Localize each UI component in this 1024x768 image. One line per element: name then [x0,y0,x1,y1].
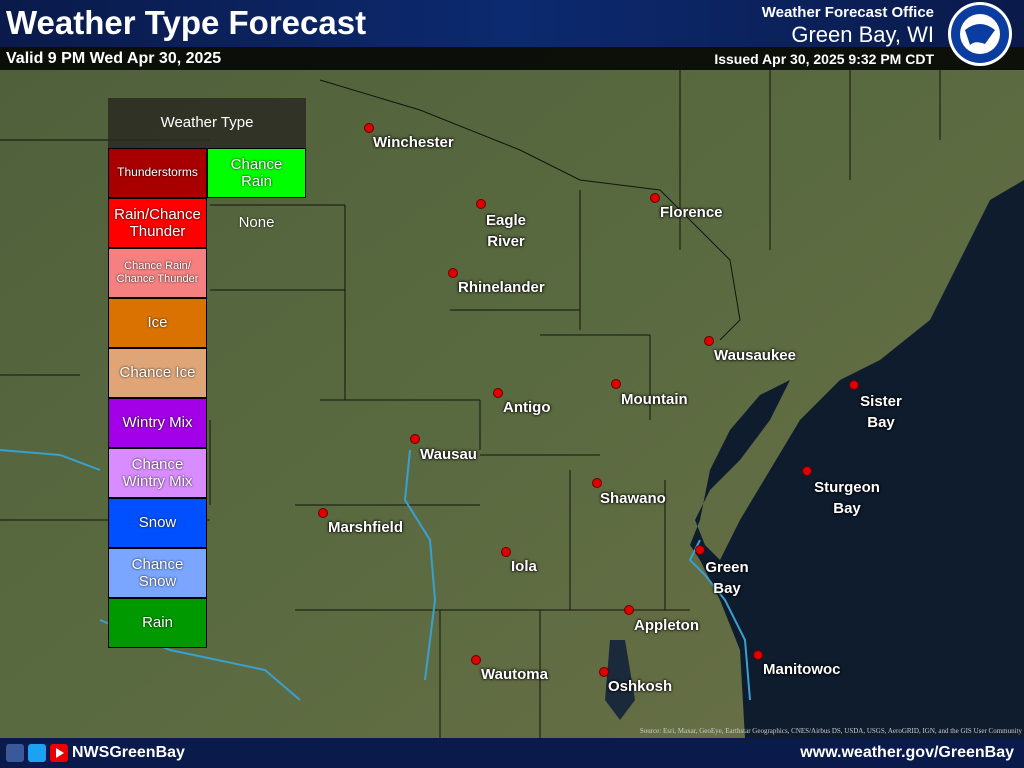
city-dot [318,508,328,518]
city-dot [501,547,511,557]
city-dot [753,650,763,660]
city-label: Marshfield [328,519,404,536]
city-label: Sister Bay [860,393,902,431]
county-lines [0,70,941,738]
lake-winnebago [605,640,635,720]
valid-time: Valid 9 PM Wed Apr 30, 2025 [6,50,222,67]
rivers [0,449,751,701]
city-dot [471,655,481,665]
website: www.weather.gov/GreenBay [800,744,1014,761]
city-dot [624,605,634,615]
city-dot [493,388,503,398]
city-label: Mountain [621,391,688,408]
city-label: Eagle River [485,212,527,250]
legend-item: Ice [108,298,207,348]
legend-item: Chance Snow [108,548,207,598]
city-label: Shawano [600,490,666,507]
office: Weather Forecast Office [761,4,934,21]
city-label: Iola [511,558,537,575]
legend-item: Rain [108,598,207,648]
city-dot [364,123,374,133]
legend-item: Rain/Chance Thunder [108,198,207,248]
city-label: Sturgeon Bay [814,479,880,517]
city-label: Winchester [373,134,454,151]
legend-item: Chance Wintry Mix [108,448,207,498]
social-icons [6,744,68,762]
lake-michigan [690,180,1024,738]
legend-item: Chance Rain/ Chance Thunder [108,248,207,298]
city-dot [410,434,420,444]
title: Weather Type Forecast [6,4,367,41]
city-dot [695,545,705,555]
legend-item: None [238,214,275,232]
city-dot [476,199,486,209]
legend-title: Weather Type [160,114,254,131]
legend-item: Snow [108,498,207,548]
city-dot [704,336,714,346]
legend-item: Chance Ice [108,348,207,398]
city-label: Antigo [503,399,551,416]
city-label: Green Bay [705,559,749,597]
city-dot [611,379,621,389]
social-handle: NWSGreenBay [72,744,185,761]
city-label: Rhinelander [458,279,545,296]
city-dot [448,268,458,278]
issued: Issued Apr 30, 2025 9:32 PM CDT [714,51,934,67]
city-label: Oshkosh [608,678,673,695]
city-label: Wausau [420,446,477,463]
city-dot [802,466,812,476]
legend-item: Thunderstorms [108,148,207,198]
nws-logo [948,2,1012,66]
city-dot [849,380,859,390]
location: Green Bay, WI [791,22,934,47]
city-label: Florence [660,204,723,221]
legend-title-bg [108,98,306,148]
city-label: Appleton [634,617,699,634]
legend-item: Chance Rain [207,148,306,198]
attribution: Source: Esri, Maxar, GeoEye, Earthstar G… [639,727,1022,735]
city-dot [599,667,609,677]
city-dot [650,193,660,203]
city-dot [592,478,602,488]
city-label: Wautoma [481,666,548,683]
legend-item: Wintry Mix [108,398,207,448]
city-label: Manitowoc [763,661,841,678]
city-label: Wausaukee [714,347,796,364]
